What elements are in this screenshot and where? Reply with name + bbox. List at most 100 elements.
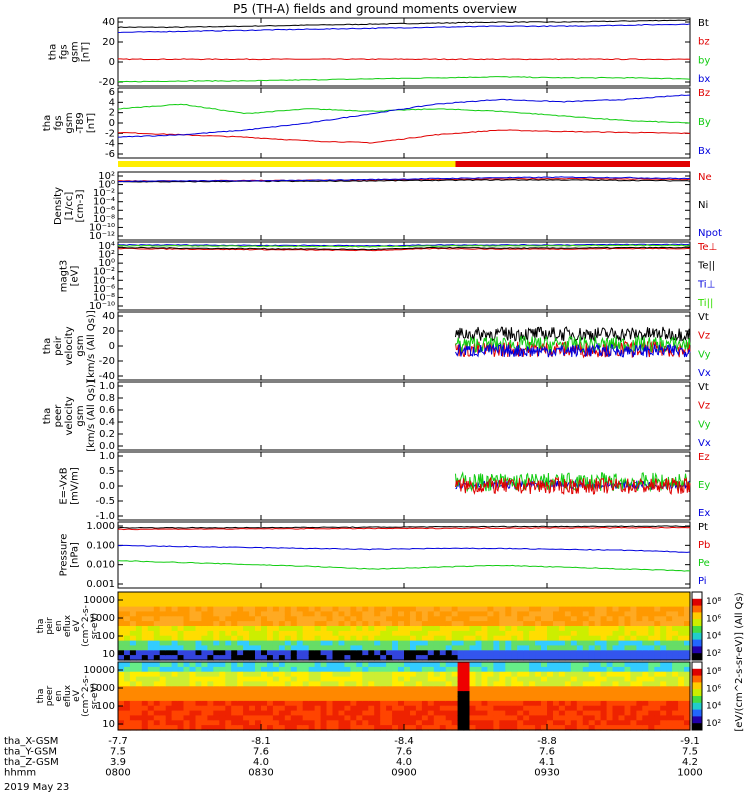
series-fgs-bx <box>117 23 691 33</box>
legend-density-1: Ni <box>698 200 708 211</box>
y-tick-label: 10⁻² <box>93 188 115 199</box>
y-tick-label: 0.8 <box>99 393 115 404</box>
series-temp-Te⊥ <box>117 247 690 252</box>
series-pressure-Pi <box>118 544 691 553</box>
colorbar-cell <box>692 702 702 711</box>
y-label-line: gsm <box>64 112 75 133</box>
y-label-line: tha <box>42 338 53 354</box>
legend-temp-1: Te|| <box>697 261 715 272</box>
colorbar-cell <box>692 689 702 697</box>
legend-fgs-0: Bt <box>698 18 709 29</box>
y-axis-label-fgs: tha fgs gsm [nT] <box>48 41 92 62</box>
ephemeris-value: -8.4 <box>394 736 414 747</box>
series-density-Ni <box>117 179 691 183</box>
y-label-line: [nT] <box>81 42 92 62</box>
ephemeris-value: 0900 <box>391 768 416 779</box>
y-label-line: fgs <box>59 44 70 59</box>
y-tick-label: -0.5 <box>95 496 115 507</box>
colorbar-cell <box>692 675 702 683</box>
y-axis-label-temp: magt3 [eV] <box>59 260 81 293</box>
ephemeris-value: 7.6 <box>396 747 412 758</box>
legend-peer_vel-2: Vy <box>698 419 711 430</box>
y-tick-label: 10⁻⁶ <box>93 284 115 295</box>
ephemeris-value: 3.9 <box>110 757 126 768</box>
y-tick-label: 6 <box>109 87 115 98</box>
colorbar-cell <box>692 598 702 607</box>
y-label-line: eflux <box>63 684 73 707</box>
legend-pressure-0: Pt <box>698 522 708 533</box>
y-tick-label: 40 <box>102 17 115 28</box>
y-tick-label: 40 <box>102 311 115 322</box>
series-temp-Ti|| <box>117 244 691 248</box>
legend-efield-0: Ez <box>698 452 710 463</box>
y-tick-label: 1000 <box>90 613 115 624</box>
y-tick-label: -1.0 <box>95 511 115 522</box>
y-label-line: eV <box>72 619 82 632</box>
series-fgs_dtrend-By <box>117 103 691 124</box>
legend-fgs-1: bz <box>698 37 710 48</box>
colorbar-cell <box>692 668 702 677</box>
legend-peir_vel-0: Vt <box>698 312 709 323</box>
y-tick-label: 0 <box>109 341 115 352</box>
y-label-line: gsm <box>70 41 81 62</box>
y-tick-label: 10⁻⁶ <box>93 205 115 216</box>
series-pressure-Pt <box>117 525 691 529</box>
y-tick-label: 0.2 <box>99 429 115 440</box>
y-tick-label: 100 <box>96 631 115 642</box>
panel-frame-temp <box>117 241 691 311</box>
y-tick-label: 0.0 <box>99 441 115 452</box>
y-tick-label: -20 <box>99 356 115 367</box>
panel-frame-pressure <box>117 521 691 589</box>
y-label-line: (cm^2-s- <box>81 605 91 647</box>
colorbar-cell <box>692 639 702 647</box>
colorbar-cell <box>692 709 702 717</box>
ephemeris-value: 4.1 <box>539 757 555 768</box>
legend-pressure-3: Pi <box>698 576 707 587</box>
colorbar-label: [eV/(cm^2-s-sr-eV)] (All Qs) <box>734 592 745 731</box>
ephemeris-label: tha_Z-GSM <box>4 757 59 768</box>
y-label-line: gsm <box>75 335 86 356</box>
ephemeris-label: hhmm <box>4 768 36 779</box>
series-fgs-by <box>117 76 691 83</box>
y-tick-label: 10⁻¹² <box>89 231 115 242</box>
colorbar-cell <box>692 605 702 613</box>
y-label-line: velocity <box>64 326 75 365</box>
y-axis-label-peer_vel: tha peer velocity gsm [km/s (All Qs)] <box>42 380 97 452</box>
colorbar-cell <box>692 662 702 670</box>
y-tick-label: 10 <box>102 649 115 660</box>
orbit-bar-yellow <box>118 161 456 167</box>
legend-density-2: Npot <box>698 228 722 239</box>
colorbar-tick: 10⁸ <box>706 597 721 607</box>
y-tick-label: 10⁻² <box>93 267 115 278</box>
orbit-bar-red <box>455 161 690 167</box>
y-label-line: tha <box>42 408 53 424</box>
colorbar-cell <box>692 646 702 654</box>
colorbar-cell <box>692 653 702 661</box>
legend-fgs_dtrend-0: Bz <box>698 88 710 99</box>
y-tick-label: 10⁰ <box>98 258 115 269</box>
y-label-line: peer <box>45 685 55 706</box>
series-pressure-Pe <box>117 560 691 572</box>
colorbar-cell <box>692 696 702 704</box>
legend-peir_vel-2: Vy <box>698 349 711 360</box>
series-peir_vel-Vx <box>455 342 691 358</box>
legend-fgs_dtrend-2: Bx <box>698 146 711 157</box>
y-label-line: Pressure <box>59 534 70 577</box>
y-tick-label: 1.0 <box>99 381 115 392</box>
legend-temp-0: Te⊥ <box>697 242 717 253</box>
colorbar-tick: 10⁸ <box>706 667 721 677</box>
y-tick-label: 20 <box>102 326 115 337</box>
legend-temp-3: Ti|| <box>697 298 713 309</box>
y-label-line: [nPa] <box>70 542 81 568</box>
ephemeris-value: 4.2 <box>682 757 698 768</box>
plot-title: P5 (TH-A) fields and ground moments over… <box>233 2 517 16</box>
legend-peer_vel-0: Vt <box>698 382 709 393</box>
colorbar-cell <box>692 626 702 634</box>
ephemeris-value: 0930 <box>534 768 559 779</box>
y-tick-label: 10² <box>98 250 115 261</box>
y-axis-label-peir_vel: tha peir velocity gsm [km/s (All Qs)] <box>42 310 97 382</box>
y-tick-label: 0.100 <box>86 540 115 551</box>
y-label-line: eV <box>72 689 82 702</box>
legend-fgs_dtrend-1: By <box>698 117 711 128</box>
y-tick-label: 10⁻¹⁰ <box>89 222 115 233</box>
